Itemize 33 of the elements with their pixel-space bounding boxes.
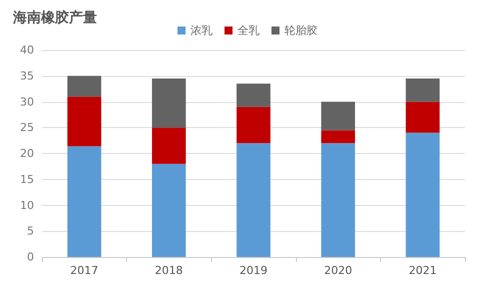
- bar: [152, 78, 186, 128]
- bar: [236, 106, 270, 144]
- bar: [236, 84, 270, 107]
- y-tick-label: 15: [20, 172, 34, 186]
- y-tick-label: 30: [20, 95, 34, 108]
- legend-label: 浓乳: [190, 24, 212, 37]
- y-tick-label: 20: [20, 147, 34, 160]
- x-tick-label: 2021: [408, 264, 437, 277]
- y-tick-label: 0: [27, 250, 34, 264]
- bar: [152, 164, 186, 257]
- bar: [236, 143, 270, 257]
- bar: [406, 102, 440, 133]
- x-tick-label: 2018: [154, 264, 183, 277]
- bar: [152, 128, 186, 164]
- x-tick-label: 2019: [240, 264, 268, 277]
- bar: [406, 78, 440, 102]
- y-tick-label: 35: [20, 69, 34, 82]
- bar: [321, 102, 356, 130]
- bar: [67, 146, 102, 257]
- y-tick-label: 5: [27, 224, 34, 238]
- bar: [67, 96, 102, 146]
- y-tick-label: 10: [20, 198, 34, 212]
- bar: [406, 132, 440, 257]
- y-tick-label: 25: [20, 121, 34, 134]
- x-tick-label: 2020: [324, 264, 352, 277]
- y-tick-label: 40: [20, 44, 34, 56]
- x-tick-label: 2017: [70, 264, 98, 277]
- bar: [321, 143, 356, 257]
- bar: [67, 76, 102, 97]
- chart-title: 海南橡胶产量: [12, 9, 97, 26]
- legend-label: 全乳: [238, 24, 260, 37]
- legend-label: 轮胎胶: [284, 24, 318, 37]
- bar: [321, 130, 356, 144]
